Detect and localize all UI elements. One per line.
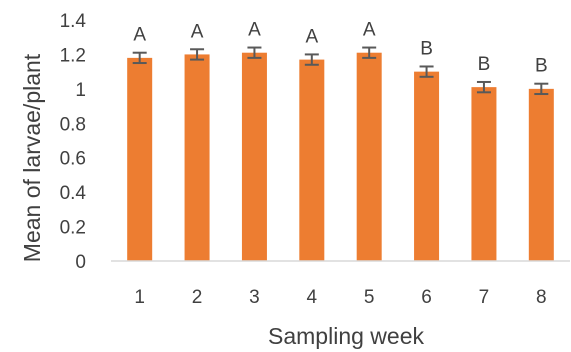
bar	[471, 87, 497, 261]
y-tick-label: 0	[75, 252, 86, 273]
significance-letter: A	[248, 20, 261, 41]
error-bar	[132, 51, 147, 65]
x-tick-label: 5	[364, 287, 375, 308]
x-tick-label: 4	[307, 287, 318, 308]
bar	[528, 88, 554, 261]
bar	[241, 52, 267, 262]
x-tick-label: 8	[536, 287, 547, 308]
bars-layer	[127, 52, 554, 262]
x-tick-label: 1	[134, 287, 145, 308]
significance-letter: B	[535, 56, 548, 77]
error-bar	[419, 65, 434, 78]
error-bar	[362, 46, 377, 59]
significance-letter: B	[478, 54, 491, 75]
significance-letters-layer: A A A A A B B B	[133, 20, 547, 77]
y-tick-label: 0.4	[60, 183, 87, 204]
x-tick-label: 2	[192, 287, 203, 308]
y-tick-label: 0.8	[60, 114, 86, 135]
significance-letter: A	[305, 26, 318, 47]
significance-letter: B	[420, 38, 433, 59]
significance-letter: A	[191, 21, 204, 42]
bar	[127, 57, 153, 261]
y-tick-label: 0.2	[60, 218, 86, 239]
significance-letter: A	[363, 20, 376, 41]
x-tick-label: 6	[421, 287, 432, 308]
y-axis-title: Mean of larvae/plant	[19, 53, 45, 262]
bar	[299, 59, 325, 261]
error-bar	[476, 80, 491, 94]
bar	[414, 71, 440, 262]
error-bar	[304, 53, 319, 66]
x-tick-label: 3	[249, 287, 260, 308]
error-bars-layer	[132, 46, 549, 96]
x-tick-labels: 1 2 3 4 5 6 7 8	[134, 287, 546, 308]
error-bar	[247, 46, 262, 59]
bar	[356, 52, 382, 262]
y-tick-label: 1.2	[60, 45, 86, 66]
bar	[184, 54, 210, 261]
y-tick-label: 1	[75, 80, 86, 101]
error-bar	[190, 48, 205, 61]
y-tick-label: 1.4	[60, 11, 87, 32]
x-tick-label: 7	[479, 287, 490, 308]
error-bar	[534, 82, 549, 96]
y-tick-labels: 0 0.2 0.4 0.6 0.8 1 1.2 1.4	[60, 11, 87, 273]
y-tick-label: 0.6	[60, 149, 86, 170]
significance-letter: A	[133, 25, 146, 46]
x-axis-title: Sampling week	[268, 323, 424, 349]
